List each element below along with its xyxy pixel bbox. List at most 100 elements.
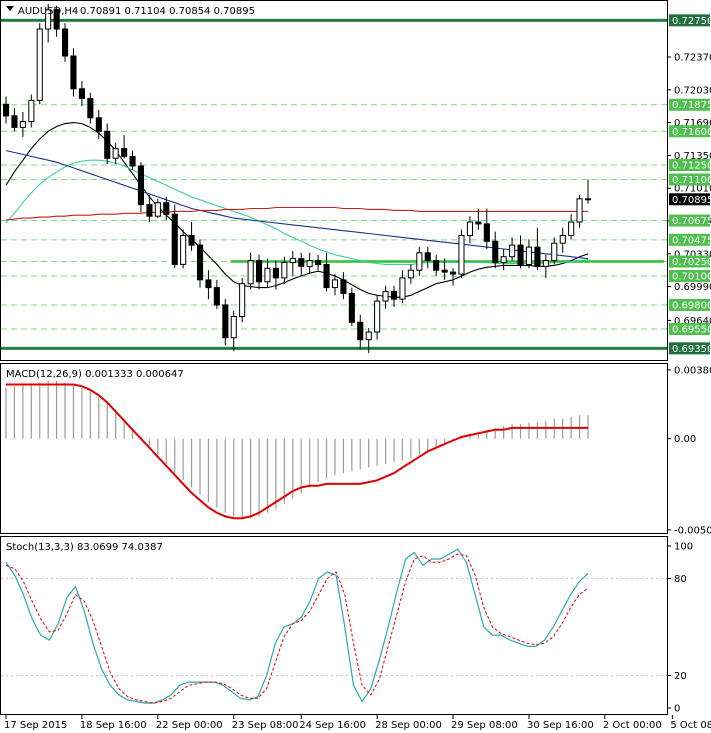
candle[interactable] [399,270,406,304]
level-tag[interactable]: 0.71600 [669,125,711,138]
candle[interactable] [213,279,220,309]
candle[interactable] [112,142,119,165]
candle[interactable] [509,237,516,261]
candle[interactable] [568,214,575,240]
candle[interactable] [53,5,60,37]
candle[interactable] [129,150,136,170]
candle[interactable] [247,252,254,290]
level-tag[interactable]: 0.71250 [669,159,711,172]
candle[interactable] [585,179,592,204]
candle[interactable] [272,260,279,290]
candle-body [306,260,313,267]
macd-title: MACD(12,26,9) 0.001333 0.000647 [6,369,184,380]
candle[interactable] [534,227,541,271]
level-tag[interactable]: 0.69550 [669,323,711,336]
candle[interactable] [230,310,237,352]
candle[interactable] [340,272,347,300]
level-tag[interactable]: 0.70895 [669,193,711,206]
candle[interactable] [298,252,305,276]
candle[interactable] [36,23,43,105]
candle[interactable] [104,123,111,165]
candle[interactable] [315,254,322,271]
candle[interactable] [70,48,77,97]
candle[interactable] [391,285,398,307]
candle-body [458,235,465,275]
level-tag[interactable]: 0.72750 [669,14,711,27]
candle[interactable] [365,328,372,354]
candles-layer[interactable] [3,3,592,354]
level-tag[interactable]: 0.70100 [669,269,711,283]
x-tick-label: 18 Sep 16:00 [80,720,147,731]
candle[interactable] [62,23,69,62]
candle-body [424,252,431,262]
candle[interactable] [441,258,448,280]
candle[interactable] [500,248,507,271]
moving-average-line [5,122,589,298]
candle[interactable] [542,254,549,278]
level-tag[interactable]: 0.70250 [669,255,711,269]
level-tag[interactable]: 0.69350 [669,342,711,355]
candle[interactable] [424,247,431,269]
candle[interactable] [331,274,338,296]
candle[interactable] [551,237,558,265]
level-tag[interactable]: 0.71100 [669,173,711,187]
candle[interactable] [171,204,178,269]
level-tag-bg [669,233,710,246]
candle[interactable] [95,110,102,139]
triangle-down-icon[interactable] [6,6,14,11]
candle-body [483,223,490,242]
candle[interactable] [188,221,195,251]
candle[interactable] [433,254,440,276]
candle[interactable] [256,254,263,290]
candle[interactable] [407,264,414,284]
candle[interactable] [382,285,389,309]
candle[interactable] [197,239,204,288]
candle-body [264,267,271,283]
level-tag[interactable]: 0.71875 [669,98,711,112]
level-tag[interactable]: 0.70475 [669,233,711,247]
candle[interactable] [264,258,271,288]
level-tag-label: 0.70895 [672,195,711,206]
candle[interactable] [154,198,161,219]
candle[interactable] [163,196,170,221]
key-level-line[interactable] [1,346,667,350]
key-level-line[interactable] [1,18,667,22]
level-tag[interactable]: 0.70675 [669,214,711,228]
candle[interactable] [3,96,10,124]
candle[interactable] [87,92,94,124]
candle[interactable] [466,216,473,244]
candle[interactable] [239,277,246,323]
candle[interactable] [281,256,288,284]
candle[interactable] [348,287,355,327]
candle[interactable] [559,227,566,253]
candle[interactable] [492,231,499,269]
candle[interactable] [121,135,128,159]
candle[interactable] [28,94,35,128]
candle[interactable] [205,270,212,300]
candle[interactable] [525,239,533,269]
candle[interactable] [289,250,296,276]
candle[interactable] [19,111,26,138]
candle[interactable] [416,247,423,276]
candle[interactable] [450,268,457,286]
candle[interactable] [137,162,144,213]
candle[interactable] [180,229,187,269]
candle[interactable] [517,235,524,269]
candle[interactable] [475,208,482,230]
candle[interactable] [357,314,364,350]
candle[interactable] [222,299,229,346]
candle[interactable] [78,81,86,107]
candle[interactable] [146,194,153,222]
candle[interactable] [11,108,18,132]
candle[interactable] [45,3,52,43]
candle[interactable] [458,229,465,278]
candle[interactable] [483,208,490,249]
candle[interactable] [374,295,381,340]
candle[interactable] [323,252,330,292]
level-tag[interactable]: 0.69800 [669,298,711,312]
candle[interactable] [576,194,583,228]
candle[interactable] [306,252,313,275]
